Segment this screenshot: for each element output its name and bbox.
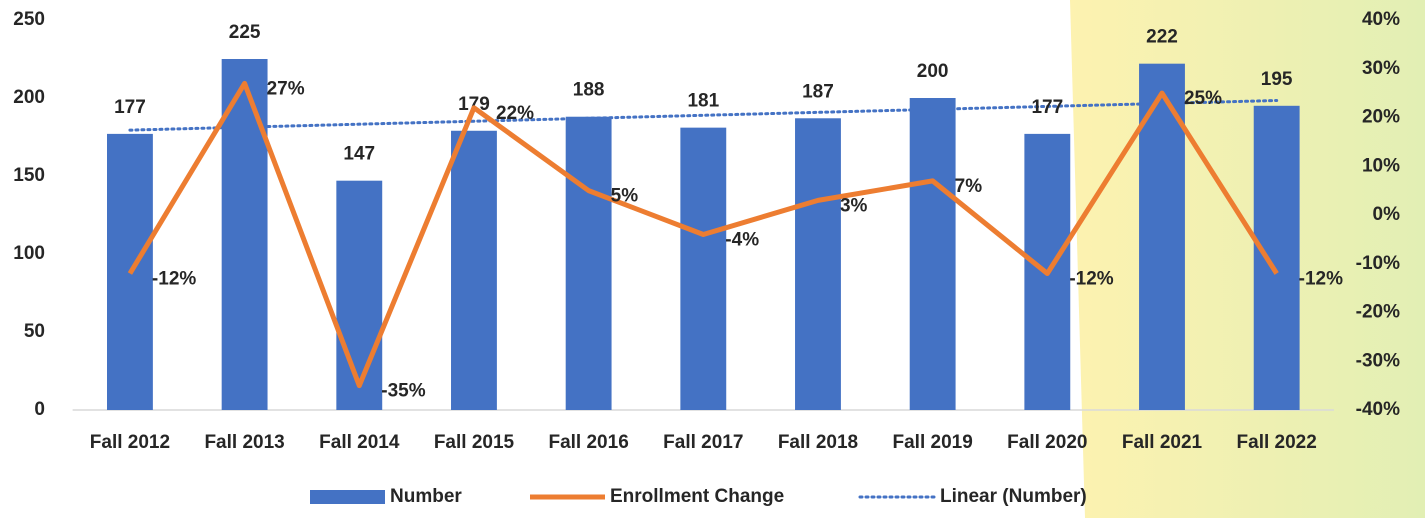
line-value-label: 22% — [496, 103, 534, 124]
y2-tick-label: -10% — [1356, 253, 1400, 274]
line-value-label: 7% — [955, 176, 983, 197]
line-value-label: 5% — [611, 186, 639, 207]
line-value-label: -12% — [1299, 269, 1343, 290]
bar — [565, 116, 612, 410]
bar-value-label: 225 — [229, 22, 261, 43]
bar-value-label: 195 — [1261, 69, 1293, 90]
y2-tick-label: 40% — [1362, 9, 1400, 30]
bar — [795, 118, 841, 410]
legend-label: Linear (Number) — [940, 486, 1087, 507]
line-value-label: -35% — [381, 381, 425, 402]
bar-value-label: 222 — [1146, 27, 1178, 48]
y-tick-label: 150 — [13, 165, 45, 186]
y-tick-label: 250 — [13, 9, 45, 30]
y2-tick-label: -30% — [1356, 350, 1400, 371]
x-tick-label: Fall 2015 — [434, 432, 515, 453]
y-tick-label: 0 — [34, 399, 45, 420]
line-value-label: 3% — [840, 195, 868, 216]
bar-value-label: 179 — [458, 94, 490, 115]
x-tick-label: Fall 2014 — [319, 432, 400, 453]
y2-tick-label: 30% — [1362, 58, 1400, 79]
y-tick-label: 50 — [24, 321, 45, 342]
y-tick-label: 100 — [13, 243, 45, 264]
bar — [336, 180, 383, 410]
x-tick-label: Fall 2021 — [1122, 432, 1203, 453]
bar-value-label: 181 — [687, 91, 719, 112]
bar — [909, 98, 956, 410]
y2-tick-label: -40% — [1356, 399, 1400, 420]
x-tick-label: Fall 2018 — [778, 432, 858, 453]
trend-line — [128, 98, 1279, 132]
x-tick-label: Fall 2013 — [204, 432, 284, 453]
x-tick-label: Fall 2016 — [548, 432, 628, 453]
y2-tick-label: 0% — [1373, 204, 1401, 225]
legend-label: Number — [390, 486, 462, 507]
y2-tick-label: -20% — [1356, 302, 1400, 323]
bar-value-label: 188 — [573, 80, 605, 101]
legend-swatch — [310, 490, 385, 504]
x-tick-label: Fall 2019 — [893, 432, 973, 453]
x-tick-label: Fall 2022 — [1237, 432, 1317, 453]
y2-tick-label: 10% — [1362, 155, 1400, 176]
x-tick-label: Fall 2020 — [1007, 432, 1087, 453]
bar-value-label: 187 — [802, 81, 834, 102]
x-tick-label: Fall 2017 — [663, 432, 743, 453]
bar-value-label: 177 — [1031, 97, 1063, 118]
line — [127, 80, 1279, 389]
line-value-label: -12% — [1069, 269, 1113, 290]
line-value-label: 25% — [1184, 88, 1222, 109]
bar — [1253, 105, 1300, 411]
bar — [680, 127, 727, 410]
legend-label: Enrollment Change — [610, 486, 784, 507]
y2-tick-label: 20% — [1362, 107, 1400, 128]
bar-value-label: 200 — [917, 61, 949, 82]
bar-value-label: 177 — [114, 97, 146, 118]
y-tick-label: 200 — [13, 87, 45, 108]
line-value-label: -4% — [725, 230, 759, 251]
bar — [451, 130, 497, 410]
line-value-label: -12% — [152, 269, 196, 290]
x-tick-label: Fall 2012 — [90, 432, 170, 453]
line-value-label: 27% — [267, 78, 305, 99]
bar-value-label: 147 — [343, 144, 375, 165]
